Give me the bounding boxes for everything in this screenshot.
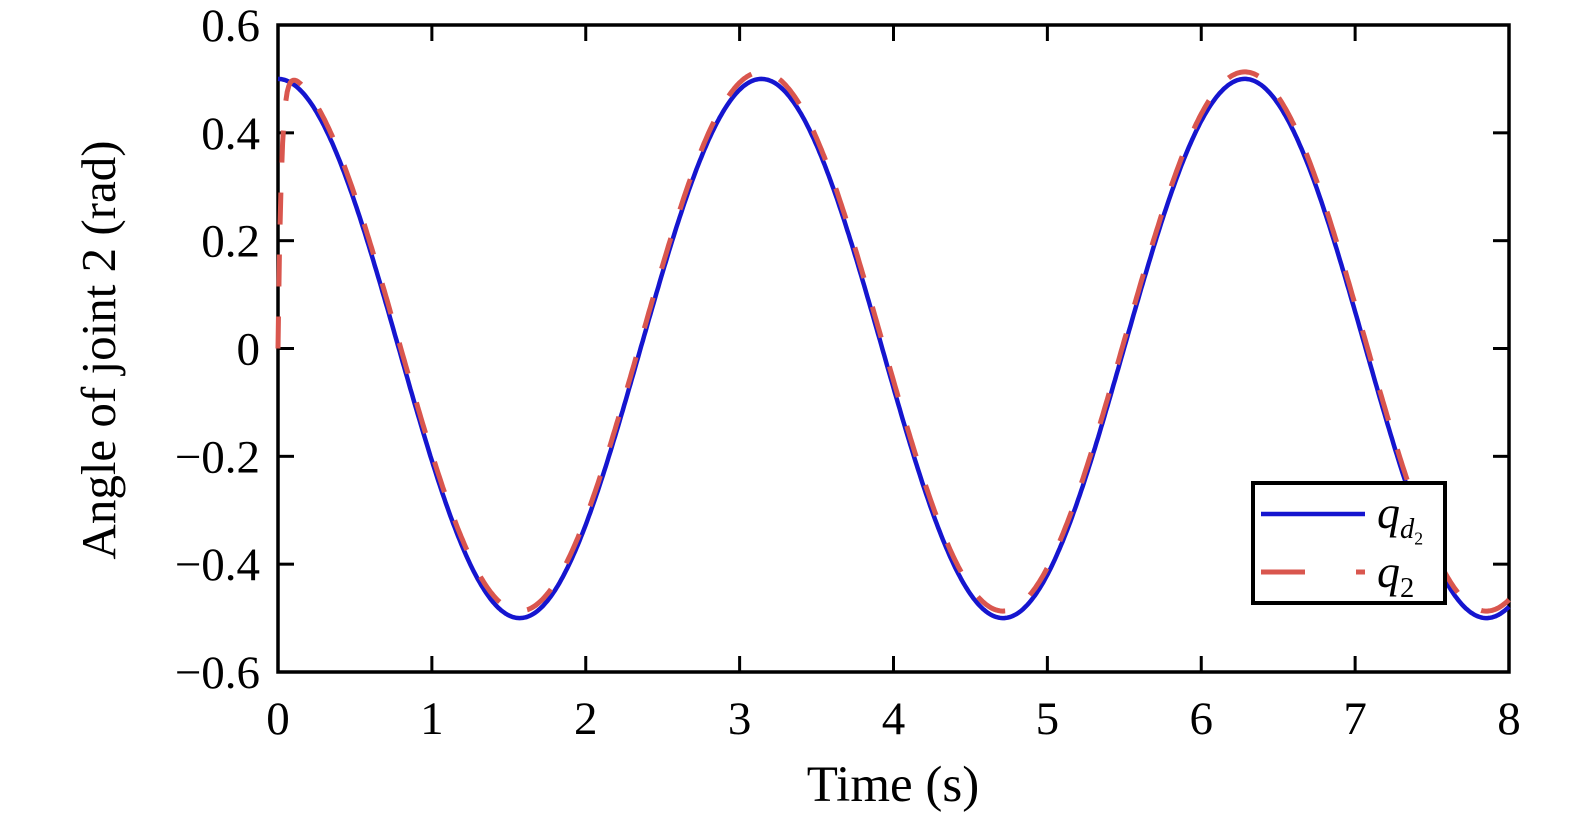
y-tick-label: 0.2 <box>201 216 260 268</box>
y-tick-label: 0 <box>237 324 261 376</box>
legend-label-part: d <box>1400 513 1415 545</box>
y-tick-label: 0.4 <box>201 108 260 160</box>
x-tick-label: 4 <box>882 693 906 745</box>
legend-label-qd2: qd2 <box>1377 486 1423 547</box>
x-tick-label: 3 <box>728 693 752 745</box>
legend-label-part: q <box>1377 486 1400 538</box>
y-tick-label: −0.2 <box>175 431 260 483</box>
legend: qd2 q2 <box>1251 481 1447 605</box>
legend-item-q2: q2 <box>1255 543 1443 603</box>
x-tick-label: 2 <box>574 693 598 745</box>
y-tick-label: −0.4 <box>175 539 260 591</box>
legend-swatch-qd2-line <box>1261 511 1365 517</box>
legend-label-part: 2 <box>1400 573 1415 605</box>
y-tick-label: −0.6 <box>175 647 260 699</box>
x-tick-label: 1 <box>420 693 444 745</box>
legend-label-part: q <box>1377 546 1400 597</box>
legend-label-part: 2 <box>1414 528 1424 549</box>
x-axis-label: Time (s) <box>806 757 980 813</box>
y-axis-label: Angle of joint 2 (rad) <box>71 140 126 560</box>
x-tick-label: 8 <box>1497 693 1521 745</box>
legend-item-qd2: qd2 <box>1255 485 1443 547</box>
y-tick-label: 0.6 <box>201 0 260 52</box>
x-tick-label: 6 <box>1190 693 1214 745</box>
x-tick-label: 5 <box>1036 693 1060 745</box>
x-tick-label: 0 <box>266 693 290 745</box>
curve-q2-line <box>275 69 1511 614</box>
x-tick-label: 7 <box>1343 693 1367 745</box>
legend-swatch-q2-line <box>1261 569 1365 575</box>
legend-label-q2: q2 <box>1377 546 1414 603</box>
